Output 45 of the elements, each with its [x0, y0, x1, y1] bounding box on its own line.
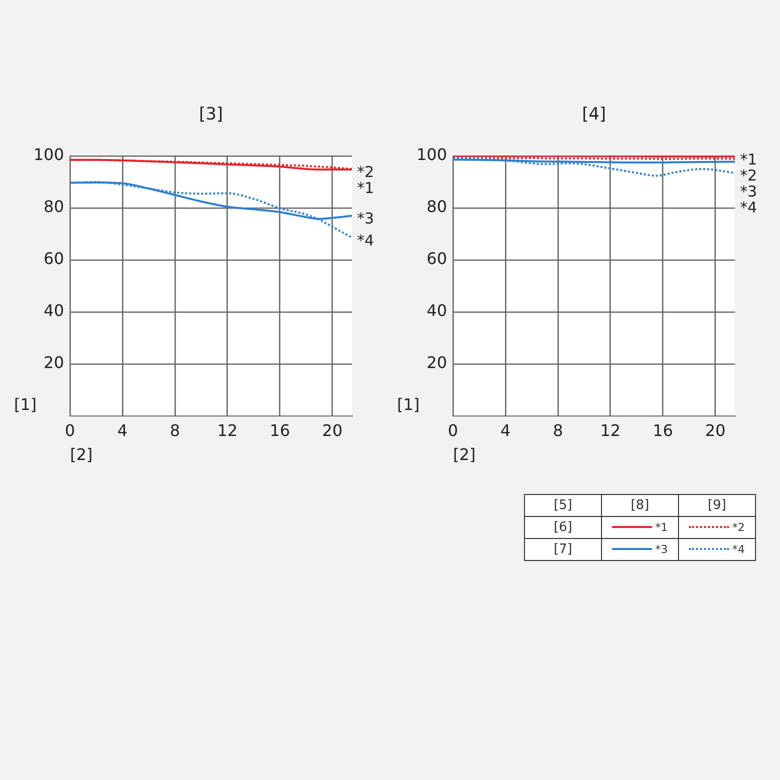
series-label: *4 [357, 232, 374, 250]
x-tick-label: 4 [500, 420, 511, 440]
chart-title: [4] [582, 104, 606, 124]
y-tick-label: 60 [426, 249, 447, 268]
legend-label: *1 [655, 520, 668, 534]
x-tick-label: 8 [170, 420, 180, 440]
x-tick-label: 12 [600, 420, 621, 440]
text: [5] [524, 494, 602, 516]
y-tick-label: 40 [426, 301, 447, 320]
x-tick-label: 8 [552, 420, 564, 440]
y-tick-label: 80 [426, 197, 447, 216]
x-tick-label: 4 [117, 420, 128, 440]
text: [8] [602, 494, 678, 516]
text: [7] [524, 538, 602, 560]
x-axis-title: [2] [70, 445, 93, 464]
text: *1 [740, 150, 758, 168]
y-axis-title: [1] [14, 395, 37, 414]
x-tick-label: 16 [652, 420, 674, 440]
text: [9] [678, 494, 756, 516]
x-tick-label: 0 [64, 420, 76, 440]
text: *4 [740, 198, 758, 216]
text: *3 [740, 182, 758, 200]
text: [6] [524, 516, 602, 538]
y-tick-label: 100 [416, 145, 447, 164]
x-tick-label: 20 [705, 420, 726, 440]
text: *2 [740, 166, 758, 184]
x-tick-label: 12 [217, 420, 238, 440]
legend-label: *3 [655, 542, 668, 556]
x-axis-title: [2] [453, 445, 476, 464]
y-tick-label: 60 [44, 249, 64, 268]
series-label: *3 [357, 210, 374, 228]
series-label: *1 [357, 178, 374, 197]
y-tick-label: 40 [44, 301, 64, 320]
y-tick-label: 80 [44, 197, 64, 216]
legend-label: *4 [732, 542, 745, 556]
series-label: *2 [357, 162, 374, 181]
legend-label: *2 [732, 520, 745, 534]
y-axis-title: [1] [397, 395, 420, 414]
chart-title: [3] [198, 104, 224, 124]
x-tick-label: 20 [322, 420, 343, 440]
y-tick-label: 20 [44, 353, 64, 372]
x-tick-label: 16 [270, 420, 290, 440]
y-tick-label: 100 [33, 145, 64, 164]
x-tick-label: 0 [448, 420, 458, 440]
y-tick-label: 20 [426, 353, 447, 372]
